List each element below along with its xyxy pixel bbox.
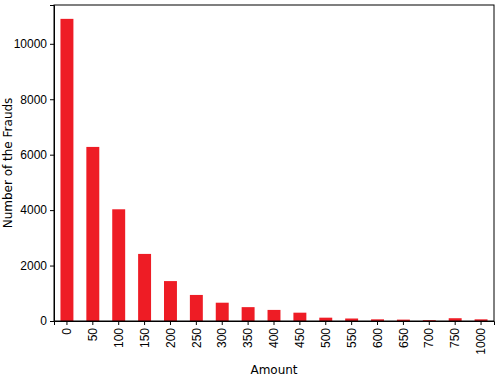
x-tick-mark <box>118 321 119 325</box>
x-tick: 700 <box>422 321 436 348</box>
y-tick: 8000 <box>20 93 54 107</box>
x-tick: 1000 <box>474 321 488 355</box>
x-tick-label: 700 <box>422 328 436 348</box>
x-tick-mark <box>455 321 456 325</box>
y-tick-mark <box>50 210 54 211</box>
x-tick: 0 <box>60 321 74 335</box>
x-tick-mark <box>325 321 326 325</box>
x-tick-label: 300 <box>215 328 229 348</box>
x-tick-label: 350 <box>241 328 255 348</box>
x-tick: 300 <box>215 321 229 348</box>
bar <box>293 313 306 321</box>
x-tick: 150 <box>138 321 152 348</box>
x-tick-label: 400 <box>267 328 281 348</box>
x-tick-mark <box>66 321 67 325</box>
bar <box>138 254 151 321</box>
x-tick-mark <box>92 321 93 325</box>
x-tick: 600 <box>371 321 385 348</box>
x-tick-mark <box>429 321 430 325</box>
x-tick: 550 <box>345 321 359 348</box>
bar <box>60 19 73 321</box>
y-tick: 0 <box>40 314 54 328</box>
x-axis-line <box>55 322 495 326</box>
x-axis-title: Amount <box>250 363 297 377</box>
x-tick: 200 <box>164 321 178 348</box>
x-tick-mark <box>351 321 352 325</box>
frame <box>54 5 494 321</box>
y-tick-label: 8000 <box>20 93 47 107</box>
x-tick-mark <box>144 321 145 325</box>
x-tick-label: 1000 <box>474 328 488 355</box>
y-tick-mark <box>50 99 54 100</box>
x-tick-label: 750 <box>448 328 462 348</box>
x-tick-mark <box>377 321 378 325</box>
x-tick: 50 <box>86 321 100 341</box>
y-tick: 4000 <box>20 203 54 217</box>
x-tick-label: 150 <box>138 328 152 348</box>
x-tick-label: 50 <box>86 328 100 342</box>
x-tick-label: 650 <box>397 328 411 348</box>
bar <box>164 281 177 321</box>
chart: 0 50 100 150 200 250 300 350 400 450 500 550 600 650 7… <box>0 0 500 378</box>
plot: 0 50 100 150 200 250 300 350 400 450 500 550 600 650 7… <box>14 5 495 355</box>
x-tick: 500 <box>319 321 333 348</box>
y-tick-label: 6000 <box>20 148 47 162</box>
y-axis-title: Number of the Frauds <box>1 98 15 229</box>
x-tick: 450 <box>293 321 307 348</box>
x-tick: 650 <box>397 321 411 348</box>
y-tick-label: 4000 <box>20 203 47 217</box>
x-tick-label: 550 <box>345 328 359 348</box>
x-tick: 250 <box>190 321 204 348</box>
x-tick-label: 0 <box>60 328 74 335</box>
bar <box>190 295 203 321</box>
bar <box>268 310 281 321</box>
y-tick: 2000 <box>20 259 54 273</box>
bar <box>86 147 99 321</box>
y-tick-label: 2000 <box>20 259 47 273</box>
y-axis-line <box>50 6 55 322</box>
y-tick-label: 0 <box>40 314 47 328</box>
x-tick-label: 250 <box>190 328 204 348</box>
x-tick: 750 <box>448 321 462 348</box>
y-tick-mark <box>50 155 54 156</box>
x-tick-label: 600 <box>371 328 385 348</box>
x-tick-mark <box>299 321 300 325</box>
x-tick-label: 500 <box>319 328 333 348</box>
y-tick: 10000 <box>14 37 54 51</box>
x-tick-mark <box>481 321 482 325</box>
y-tick: 6000 <box>20 148 54 162</box>
x-axis: 0 50 100 150 200 250 300 350 400 450 500 550 600 650 7… <box>55 321 495 355</box>
x-tick-mark <box>248 321 249 325</box>
y-tick-label: 10000 <box>14 37 48 51</box>
bar <box>242 307 255 321</box>
x-tick-mark <box>222 321 223 325</box>
x-tick-mark <box>170 321 171 325</box>
y-tick-mark <box>50 266 54 267</box>
x-tick: 100 <box>112 321 126 348</box>
x-tick-label: 100 <box>112 328 126 348</box>
x-tick-label: 200 <box>164 328 178 348</box>
bars <box>60 19 487 321</box>
y-tick-mark <box>50 44 54 45</box>
bar <box>112 209 125 321</box>
x-tick-mark <box>403 321 404 325</box>
x-tick-mark <box>274 321 275 325</box>
y-axis: 0 2000 4000 6000 8000 10000 <box>14 6 55 329</box>
x-tick-mark <box>196 321 197 325</box>
y-tick-mark <box>50 321 54 322</box>
x-tick: 400 <box>267 321 281 348</box>
bar <box>216 303 229 321</box>
x-tick: 350 <box>241 321 255 348</box>
x-tick-label: 450 <box>293 328 307 348</box>
